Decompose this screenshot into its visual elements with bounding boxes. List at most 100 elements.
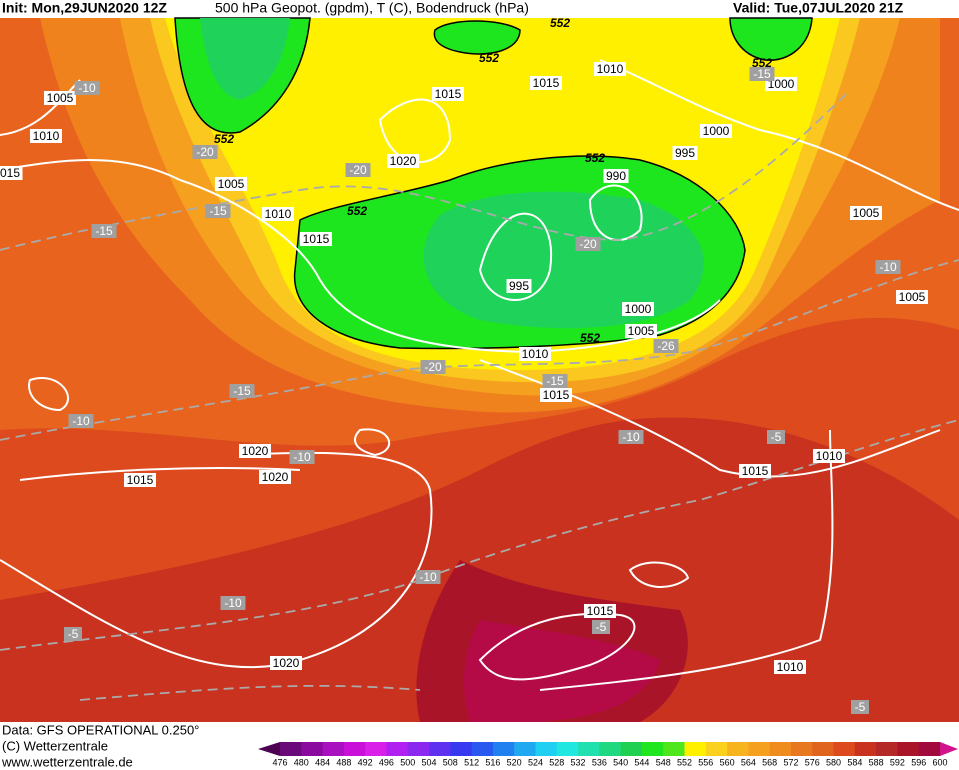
temperature-label-box <box>575 237 601 251</box>
footer-data: Data: GFS OPERATIONAL 0.250° <box>2 722 199 737</box>
temperature-label: -5 <box>68 627 79 641</box>
colorbar-label: 524 <box>528 757 543 767</box>
temperature-label-box <box>851 700 869 714</box>
colorbar-label: 536 <box>592 757 607 767</box>
temperature-label-box <box>74 81 100 95</box>
pressure-label-box <box>896 290 928 304</box>
pressure-label-box <box>124 473 156 487</box>
pressure-label: 1005 <box>218 177 245 191</box>
pressure-label: 1015 <box>303 232 330 246</box>
temperature-label: -5 <box>771 430 782 444</box>
pressure-label-box <box>672 146 698 160</box>
temperature-label: -15 <box>753 67 771 81</box>
colorbar-label: 552 <box>677 757 692 767</box>
temperature-label: -15 <box>209 204 227 218</box>
temperature-label: -10 <box>72 414 90 428</box>
geopotential-label: 552 <box>585 151 605 165</box>
pressure-label-box <box>44 91 76 105</box>
pressure-label: 1010 <box>816 449 843 463</box>
temperature-label: -26 <box>657 339 675 353</box>
pressure-label-box <box>300 232 332 246</box>
colorbar-label: 496 <box>379 757 394 767</box>
colorbar-label: 480 <box>294 757 309 767</box>
colorbar-label: 564 <box>741 757 756 767</box>
colorbar-segment <box>407 742 430 756</box>
temperature-label-box <box>192 145 218 159</box>
pressure-label-box <box>387 154 419 168</box>
temperature-label: -10 <box>419 570 437 584</box>
colorbar-segment <box>705 742 728 756</box>
colorbar-label: 488 <box>336 757 351 767</box>
colorbar-segment <box>620 742 643 756</box>
geopotential-label: 552 <box>214 132 234 146</box>
pressure-label: 995 <box>675 146 695 160</box>
pressure-label: 1010 <box>777 660 804 674</box>
pressure-label-box <box>30 129 62 143</box>
temperature-label-box <box>345 163 371 177</box>
temperature-label: -10 <box>622 430 640 444</box>
colorbar-label: 556 <box>698 757 713 767</box>
pressure-label-box <box>215 177 247 191</box>
colorbar-segment <box>429 742 451 756</box>
colorbar-segment <box>365 742 387 756</box>
pressure-label: 1000 <box>703 124 730 138</box>
pressure-label-box <box>700 124 732 138</box>
temperature-label-box <box>618 430 644 444</box>
pressure-label: 1015 <box>543 388 570 402</box>
colorbar-label: 568 <box>762 757 777 767</box>
colorbar-label: 504 <box>422 757 437 767</box>
colorbar-segment <box>748 742 771 756</box>
temperature-label-box <box>653 339 679 353</box>
geopotential-label: 552 <box>479 51 499 65</box>
pressure-label: 1005 <box>628 324 655 338</box>
temperature-label: -20 <box>424 360 442 374</box>
temperature-label: -15 <box>95 224 113 238</box>
colorbar-label: 560 <box>720 757 735 767</box>
temperature-label: -5 <box>596 620 607 634</box>
colorbar-label: 540 <box>613 757 628 767</box>
colorbar-segment <box>897 742 920 756</box>
colorbar-label: 580 <box>826 757 841 767</box>
pressure-label-box <box>850 206 882 220</box>
pressure-label: 1020 <box>273 656 300 670</box>
pressure-label-box <box>519 347 551 361</box>
pressure-label-box <box>625 324 657 338</box>
temperature-label-box <box>542 374 568 388</box>
colorbar-segment <box>343 742 366 756</box>
colorbar-segment <box>280 742 302 756</box>
temperature-label-box <box>592 620 610 634</box>
pressure-label: 1020 <box>242 444 269 458</box>
pressure-label-box <box>270 656 302 670</box>
colorbar-segment <box>322 742 345 756</box>
pressure-label: 1010 <box>265 207 292 221</box>
colorbar-label: 584 <box>847 757 862 767</box>
geopotential-label: 552 <box>347 204 367 218</box>
pressure-label-box <box>774 660 806 674</box>
pressure-label-box <box>262 207 294 221</box>
pressure-label: 1005 <box>47 91 74 105</box>
map-area <box>0 17 959 722</box>
footer-copyright: (C) Wetterzentrale <box>2 738 108 753</box>
colorbar-label: 520 <box>507 757 522 767</box>
colorbar-segment <box>578 742 600 756</box>
pressure-label-box <box>506 279 532 293</box>
colorbar-segment <box>812 742 835 756</box>
colorbar-label: 476 <box>272 757 287 767</box>
temperature-label-box <box>64 627 82 641</box>
colorbar-segment <box>599 742 622 756</box>
temperature-label: -10 <box>879 260 897 274</box>
temperature-label-box <box>415 570 441 584</box>
colorbar-segment <box>556 742 579 756</box>
pressure-label-box <box>813 449 845 463</box>
temperature-label-box <box>91 224 117 238</box>
colorbar-segment <box>386 742 409 756</box>
colorbar-segment <box>769 742 792 756</box>
pressure-label-box <box>432 87 464 101</box>
pressure-label: 1010 <box>597 62 624 76</box>
temperature-label: -5 <box>855 700 866 714</box>
colorbar-segment <box>663 742 686 756</box>
temperature-label: -10 <box>78 81 96 95</box>
colorbar-segment <box>684 742 707 756</box>
temperature-label-box <box>205 204 231 218</box>
pressure-label: 1000 <box>625 302 652 316</box>
